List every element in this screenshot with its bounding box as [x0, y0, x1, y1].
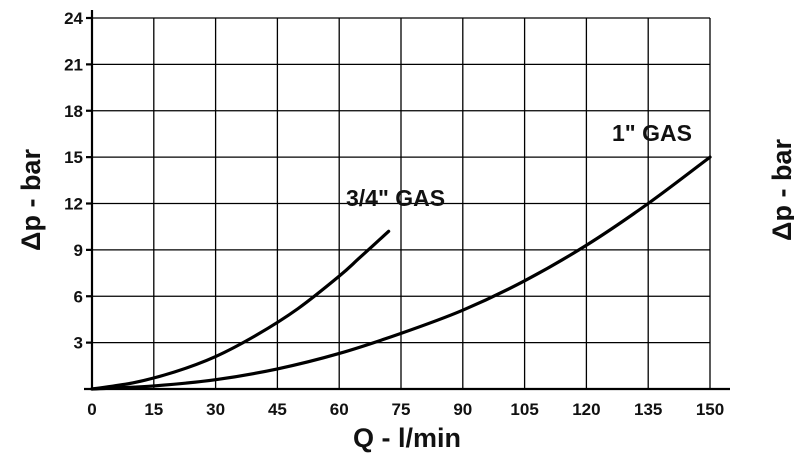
x-tick-label: 120 — [572, 400, 600, 419]
y-tick-labels: 3 6 9 12 15 18 21 24 — [64, 9, 83, 353]
x-tick-label: 75 — [392, 400, 411, 419]
y-tick-label: 12 — [64, 195, 83, 214]
x-tick-labels: 0 15 30 45 60 75 90 105 120 135 150 — [87, 400, 724, 419]
y-tick-label: 15 — [64, 148, 83, 167]
x-tick-label: 105 — [510, 400, 538, 419]
y-tick-label: 18 — [64, 102, 83, 121]
grid — [92, 17, 711, 389]
x-tick-label: 135 — [634, 400, 662, 419]
y-tick-label: 6 — [74, 287, 83, 306]
x-tick-label: 150 — [696, 400, 724, 419]
x-tick-label: 45 — [268, 400, 287, 419]
x-axis-title: Q - l/min — [353, 423, 461, 453]
y-axis-title: Δp - bar — [16, 149, 46, 251]
x-tick-label: 15 — [144, 400, 163, 419]
x-tick-label: 30 — [206, 400, 225, 419]
series-label-3-4-gas: 3/4" GAS — [346, 185, 445, 211]
axes — [84, 10, 730, 391]
series-line-1-gas — [90, 155, 712, 391]
series — [90, 155, 712, 391]
y-tick-label: 9 — [74, 241, 83, 260]
y-tick-label: 24 — [64, 9, 83, 28]
y-tick-label: 3 — [74, 334, 83, 353]
x-tick-label: 90 — [453, 400, 472, 419]
x-tick-label: 0 — [87, 400, 96, 419]
series-label-1-gas: 1" GAS — [612, 120, 692, 146]
right-panel-y-axis-title: Δp - bar — [767, 139, 794, 241]
x-tick-label: 60 — [330, 400, 349, 419]
y-tick-label: 21 — [64, 55, 83, 74]
series-line-3-4-gas — [90, 229, 391, 391]
